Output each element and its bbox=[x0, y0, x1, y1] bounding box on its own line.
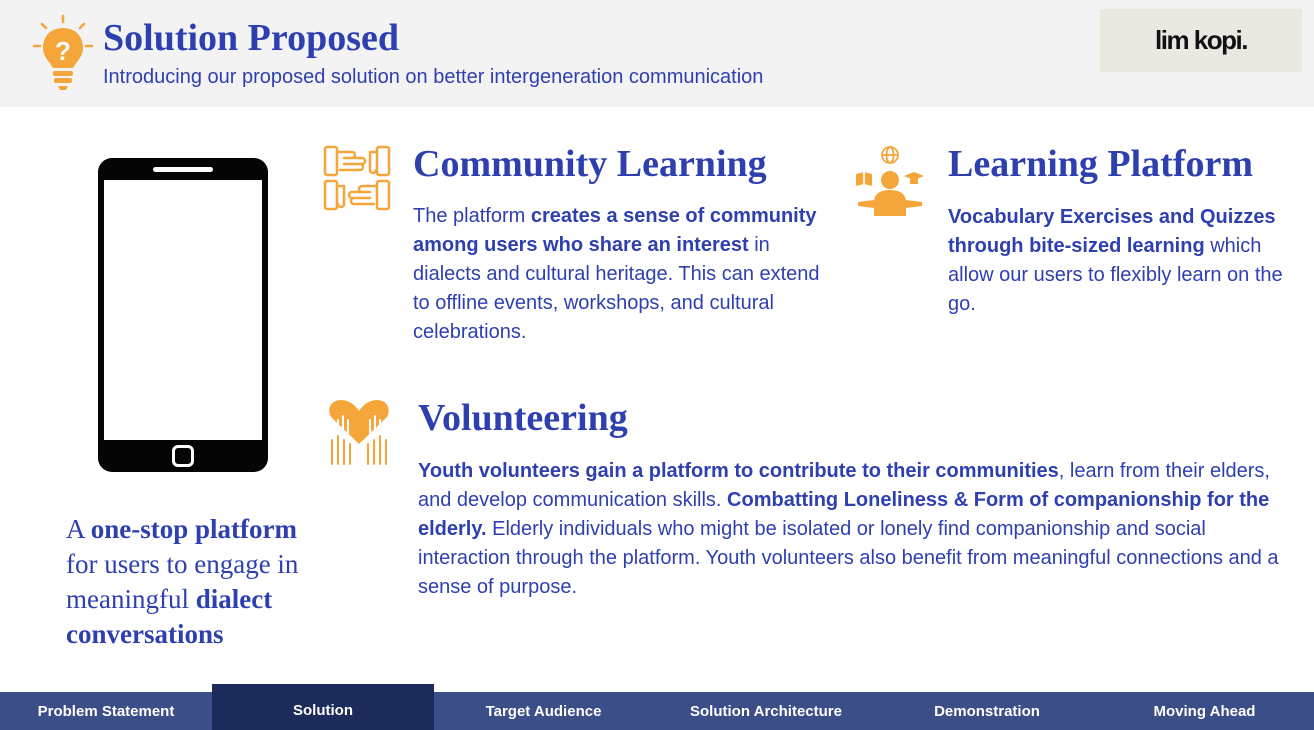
tagline-bold-1: one-stop platform bbox=[90, 514, 297, 544]
tagline-text-1: A bbox=[66, 514, 91, 544]
volunteering-text-2: Elderly individuals who might be isolate… bbox=[418, 518, 1279, 598]
community-learning-body: The platform creates a sense of communit… bbox=[413, 202, 823, 347]
nav-tab-problem-statement[interactable]: Problem Statement bbox=[37, 702, 175, 720]
community-learning-title: Community Learning bbox=[413, 143, 767, 185]
community-text-2: in dialects and cultural heritage. This … bbox=[413, 234, 820, 343]
joined-hands-icon bbox=[323, 145, 391, 211]
community-bold-1: creates a sense of community among users… bbox=[413, 205, 817, 256]
brand-logo: lim kopi. bbox=[1100, 9, 1302, 72]
page-title: Solution Proposed bbox=[103, 17, 399, 59]
student-learning-icon bbox=[856, 146, 924, 216]
svg-text:?: ? bbox=[55, 36, 71, 66]
phone-screen bbox=[104, 180, 262, 440]
lightbulb-question-icon: ? bbox=[32, 14, 94, 90]
volunteering-body: Youth volunteers gain a platform to cont… bbox=[418, 457, 1293, 602]
phone-speaker bbox=[153, 167, 213, 172]
community-text-1: The platform bbox=[413, 205, 531, 227]
nav-tab-solution-architecture[interactable]: Solution Architecture bbox=[690, 702, 842, 720]
learning-platform-title: Learning Platform bbox=[948, 143, 1254, 185]
raised-hands-heart-icon bbox=[329, 400, 389, 465]
learning-text-1: which allow our users to flexibly learn … bbox=[948, 235, 1283, 315]
phone-home-button bbox=[172, 445, 194, 467]
volunteering-bold-2: Combatting Loneliness & Form of companio… bbox=[418, 489, 1270, 540]
volunteering-text-1: , learn from their elders, and develop c… bbox=[418, 460, 1270, 511]
nav-tab-solution[interactable]: Solution bbox=[212, 684, 434, 730]
nav-tab-moving-ahead[interactable]: Moving Ahead bbox=[1153, 702, 1256, 720]
volunteering-bold-1: Youth volunteers gain a platform to cont… bbox=[418, 460, 1059, 482]
learning-bold-1: Vocabulary Exercises and Quizzes through… bbox=[948, 206, 1276, 257]
smartphone-icon bbox=[98, 158, 268, 472]
nav-tab-demonstration[interactable]: Demonstration bbox=[934, 702, 1040, 720]
tagline-bold-2: dialect conversations bbox=[66, 584, 273, 649]
page-subtitle: Introducing our proposed solution on bet… bbox=[103, 66, 764, 88]
tagline: A one-stop platform for users to engage … bbox=[66, 512, 316, 652]
header-banner bbox=[0, 0, 1314, 107]
volunteering-title: Volunteering bbox=[418, 397, 628, 439]
tagline-text-2: for users to engage in meaningful bbox=[66, 549, 299, 614]
learning-platform-body: Vocabulary Exercises and Quizzes through… bbox=[948, 203, 1293, 319]
nav-tab-target-audience[interactable]: Target Audience bbox=[485, 702, 602, 720]
